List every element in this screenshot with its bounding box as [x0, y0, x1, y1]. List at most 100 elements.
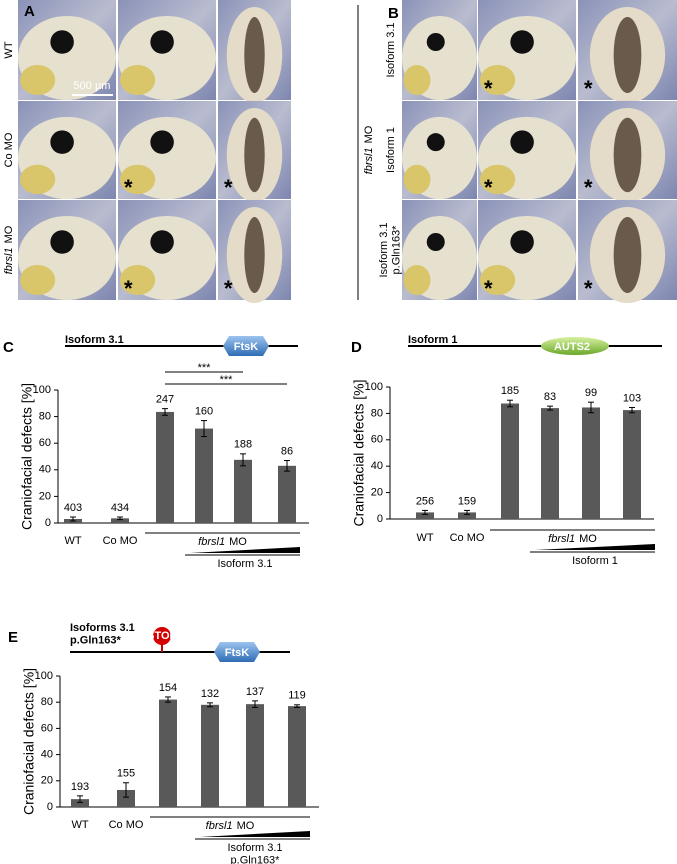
x-tick-label: Co MO — [450, 532, 485, 544]
y-tick-label: 60 — [39, 437, 51, 449]
treatment-label: Isoform 3.1 — [217, 558, 272, 570]
treatment-label: Isoform 3.1 p.Gln163* — [227, 842, 282, 864]
group-label: fbrsl1 MO — [548, 533, 597, 545]
treatment-label: Isoform 1 — [572, 555, 618, 567]
eye — [426, 233, 445, 251]
row-label: Isoform 3.1p.Gln163* — [378, 222, 403, 277]
yolk — [403, 265, 431, 295]
domain-label: FtsK — [234, 341, 259, 353]
eye — [150, 30, 174, 54]
yolk — [479, 164, 516, 195]
domain-shape — [214, 642, 260, 662]
row-label: WT — [3, 41, 15, 58]
n-label: 119 — [288, 690, 306, 702]
bar — [159, 699, 177, 807]
yolk — [119, 65, 156, 95]
bar — [582, 407, 600, 519]
yolk — [19, 65, 56, 95]
scale-label: 500 µm — [74, 80, 111, 92]
group-label-part: MO — [579, 533, 597, 545]
panel-letter: B — [388, 5, 399, 22]
n-label: 155 — [117, 768, 135, 780]
y-tick-label: 100 — [365, 381, 383, 393]
n-label: 132 — [201, 688, 219, 700]
y-tick-label: 40 — [39, 464, 51, 476]
eye — [426, 33, 445, 51]
bar — [201, 704, 219, 807]
construct-label-part: p.Gln163* — [70, 635, 121, 647]
stop-sign — [153, 627, 171, 645]
domain-shape — [223, 336, 269, 356]
y-tick-label: 80 — [41, 696, 53, 708]
yolk — [119, 265, 156, 295]
pigment — [244, 117, 265, 193]
pigment — [244, 17, 265, 93]
asterisk: * — [124, 175, 133, 200]
bar — [278, 465, 296, 523]
x-tick-label: Co MO — [103, 535, 138, 547]
yolk — [403, 164, 431, 195]
treatment-label-part: Isoform 1 — [572, 555, 618, 567]
construct-label-part: Isoform 3.1 — [65, 334, 124, 346]
eye — [510, 230, 534, 254]
eye — [50, 230, 74, 254]
x-tick-label: Co MO — [109, 819, 144, 831]
panel-letter: A — [24, 3, 35, 20]
dose-wedge — [535, 544, 655, 550]
construct-label: Isoforms 3.1 p.Gln163* — [70, 622, 135, 647]
domain-label: FtsK — [225, 647, 250, 659]
bar — [416, 512, 434, 519]
n-label: 247 — [156, 394, 174, 406]
eye — [426, 133, 445, 152]
asterisk: * — [484, 175, 493, 200]
construct-label-part: Isoform 1 — [408, 334, 458, 346]
bar — [288, 706, 306, 807]
bar — [111, 518, 129, 523]
y-tick-label: 80 — [39, 411, 51, 423]
asterisk: * — [484, 276, 493, 301]
asterisk: * — [224, 175, 233, 200]
bar — [195, 428, 213, 523]
y-tick-label: 0 — [377, 513, 383, 525]
group-label: fbrsl1 MO — [198, 536, 247, 548]
y-tick-label: 40 — [371, 460, 383, 472]
y-tick-label: 60 — [41, 722, 53, 734]
eye — [50, 130, 74, 154]
eye — [150, 130, 174, 154]
yolk — [479, 65, 516, 95]
row-label: Isoform 3.1 — [385, 22, 397, 77]
stop-label: STOP — [147, 630, 177, 642]
construct-label-part: Isoforms 3.1 — [70, 622, 135, 634]
y-tick-label: 0 — [45, 517, 51, 529]
y-tick-label: 100 — [33, 384, 51, 396]
bar — [541, 408, 559, 519]
group-label-part: MO — [363, 125, 375, 143]
y-tick-label: 100 — [35, 670, 53, 682]
asterisk: * — [584, 276, 593, 301]
dose-wedge — [190, 547, 300, 553]
pigment — [613, 17, 642, 93]
y-tick-label: 20 — [39, 490, 51, 502]
y-tick-label: 20 — [41, 775, 53, 787]
domain-label: AUTS2 — [554, 341, 590, 353]
n-label: 160 — [195, 405, 213, 417]
treatment-label-part: Isoform 3.1 — [217, 558, 272, 570]
yolk — [19, 164, 56, 195]
y-axis-label: Craniofacial defects [%] — [19, 383, 35, 530]
yolk — [119, 164, 156, 195]
eye — [50, 30, 74, 54]
pigment — [244, 217, 265, 293]
significance-label: *** — [198, 362, 212, 374]
y-tick-label: 40 — [41, 749, 53, 761]
yolk — [19, 265, 56, 295]
panel-letter: D — [351, 339, 362, 356]
group-label-part: fbrsl1 — [548, 533, 575, 545]
x-tick-label: WT — [64, 535, 81, 547]
y-axis-label: Craniofacial defects [%] — [21, 668, 37, 815]
treatment-label-part: p.Gln163* — [231, 855, 281, 864]
eye — [150, 230, 174, 254]
n-label: 434 — [111, 502, 129, 514]
treatment-label-part: Isoform 3.1 — [227, 842, 282, 854]
row-label: Co MO — [3, 132, 15, 167]
